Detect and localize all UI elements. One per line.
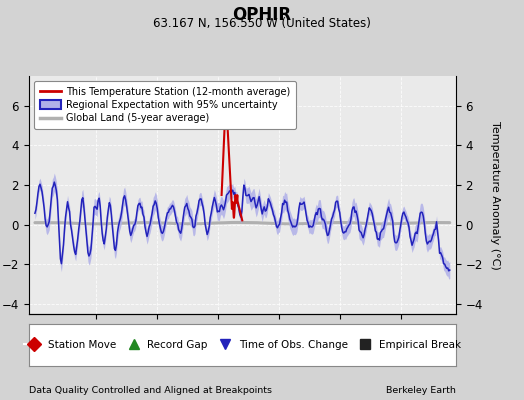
Text: 63.167 N, 156.550 W (United States): 63.167 N, 156.550 W (United States) [153,17,371,30]
Text: Data Quality Controlled and Aligned at Breakpoints: Data Quality Controlled and Aligned at B… [29,386,272,395]
Y-axis label: Temperature Anomaly (°C): Temperature Anomaly (°C) [490,121,500,269]
Text: Berkeley Earth: Berkeley Earth [386,386,456,395]
Legend: Station Move, Record Gap, Time of Obs. Change, Empirical Break: Station Move, Record Gap, Time of Obs. C… [19,336,465,354]
Legend: This Temperature Station (12-month average), Regional Expectation with 95% uncer: This Temperature Station (12-month avera… [34,81,296,129]
Text: OPHIR: OPHIR [233,6,291,24]
